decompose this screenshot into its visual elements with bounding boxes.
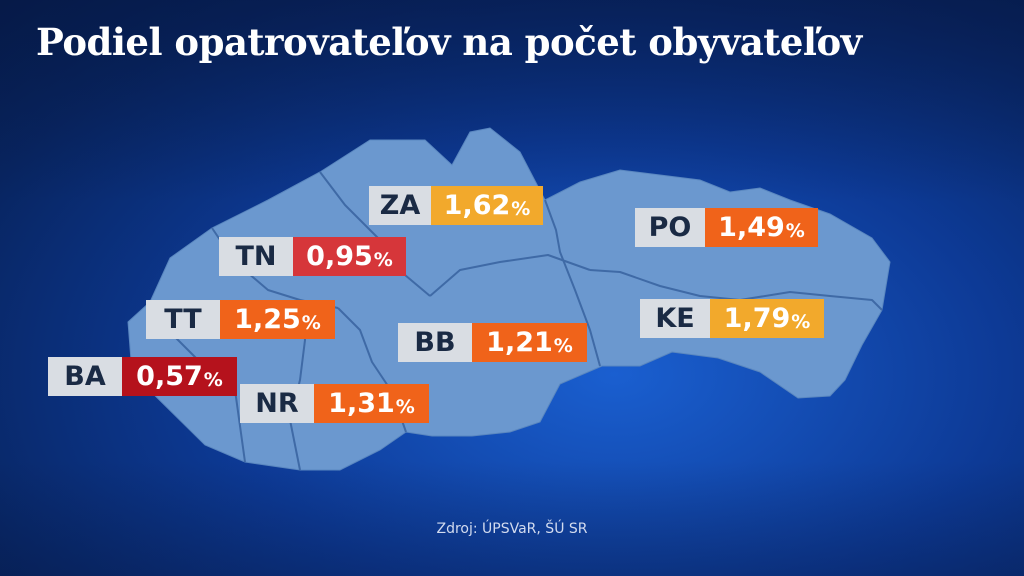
- region-label-tt: TT 1,25%: [146, 300, 335, 339]
- region-code: BA: [48, 357, 122, 396]
- region-value: 0,95%: [293, 237, 406, 276]
- region-label-tn: TN 0,95%: [219, 237, 406, 276]
- region-code: ZA: [369, 186, 431, 225]
- page-title: Podiel opatrovateľov na počet obyvateľov: [36, 20, 862, 64]
- region-code: BB: [398, 323, 472, 362]
- region-value: 1,21%: [472, 323, 587, 362]
- region-value: 1,25%: [220, 300, 335, 339]
- region-code: KE: [640, 299, 710, 338]
- border-za-bb: [429, 254, 591, 297]
- region-value: 1,79%: [710, 299, 824, 338]
- region-label-nr: NR 1,31%: [240, 384, 429, 423]
- region-label-za: ZA 1,62%: [369, 186, 543, 225]
- region-label-po: PO 1,49%: [635, 208, 818, 247]
- region-code: TN: [219, 237, 293, 276]
- region-value: 1,49%: [705, 208, 818, 247]
- region-label-bb: BB 1,21%: [398, 323, 587, 362]
- region-value: 1,31%: [314, 384, 429, 423]
- region-value: 1,62%: [431, 186, 543, 225]
- source-note: Zdroj: ÚPSVaR, ŠÚ SR: [436, 521, 588, 537]
- region-code: PO: [635, 208, 705, 247]
- region-code: TT: [146, 300, 220, 339]
- region-value: 0,57%: [122, 357, 237, 396]
- border-bb-po: [544, 199, 601, 367]
- region-label-ke: KE 1,79%: [640, 299, 824, 338]
- region-code: NR: [240, 384, 314, 423]
- region-label-ba: BA 0,57%: [48, 357, 237, 396]
